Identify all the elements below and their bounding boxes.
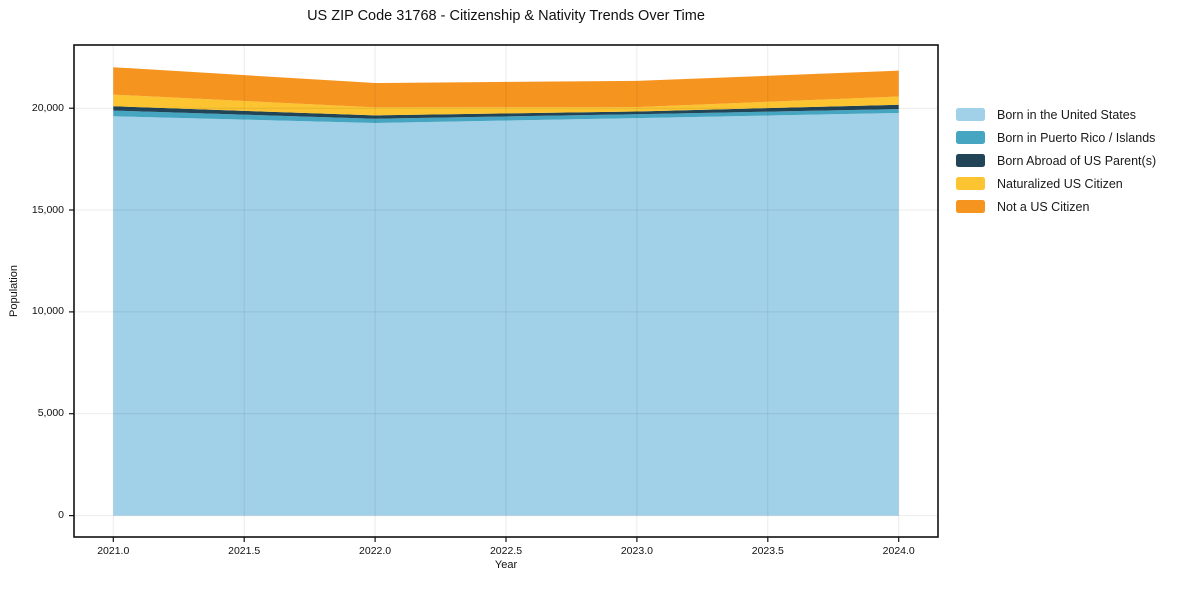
legend-label: Born in the United States (997, 107, 1136, 122)
y-tick-label: 0 (58, 509, 64, 522)
x-tick-label: 2023.0 (620, 545, 653, 557)
x-tick-label: 2024.0 (882, 545, 915, 557)
area-naturalized-us-citizen (113, 94, 899, 116)
y-tick-label: 10,000 (31, 305, 64, 318)
y-axis-label: Population (8, 265, 20, 317)
legend-swatch-born-in-puerto-rico-islands (956, 131, 985, 144)
x-tick-label: 2021.0 (97, 545, 130, 557)
area-not-a-us-citizen (113, 67, 899, 108)
y-tick-label: 5,000 (37, 407, 64, 420)
legend-item-born-in-the-united-states: Born in the United States (956, 103, 1156, 126)
y-tick-label: 20,000 (31, 101, 64, 114)
legend-item-not-a-us-citizen: Not a US Citizen (956, 195, 1156, 218)
legend-item-born-abroad-of-us-parent-s: Born Abroad of US Parent(s) (956, 149, 1156, 172)
legend-label: Naturalized US Citizen (997, 176, 1123, 191)
legend-item-born-in-puerto-rico-islands: Born in Puerto Rico / Islands (956, 126, 1156, 149)
legend-swatch-not-a-us-citizen (956, 200, 985, 213)
x-tick-label: 2023.5 (751, 545, 784, 557)
chart-title: US ZIP Code 31768 - Citizenship & Nativi… (307, 8, 705, 24)
x-tick-label: 2022.0 (359, 545, 392, 557)
y-tick-label: 15,000 (31, 203, 64, 216)
legend-label: Not a US Citizen (997, 199, 1090, 214)
x-tick-label: 2022.5 (489, 545, 523, 557)
legend-swatch-born-abroad-of-us-parent-s (956, 154, 985, 167)
legend-item-naturalized-us-citizen: Naturalized US Citizen (956, 172, 1156, 195)
area-born-in-the-united-states (113, 113, 899, 516)
legend-swatch-born-in-the-united-states (956, 108, 985, 121)
area-born-in-puerto-rico-islands (113, 109, 899, 123)
area-born-abroad-of-us-parent-s (113, 104, 899, 119)
legend-swatch-naturalized-us-citizen (956, 177, 985, 190)
x-axis-label: Year (494, 559, 518, 571)
legend-label: Born in Puerto Rico / Islands (997, 130, 1156, 145)
legend-label: Born Abroad of US Parent(s) (997, 153, 1157, 168)
legend: Born in the United States Born in Puerto … (956, 103, 1156, 218)
x-tick-label: 2021.5 (228, 545, 261, 557)
